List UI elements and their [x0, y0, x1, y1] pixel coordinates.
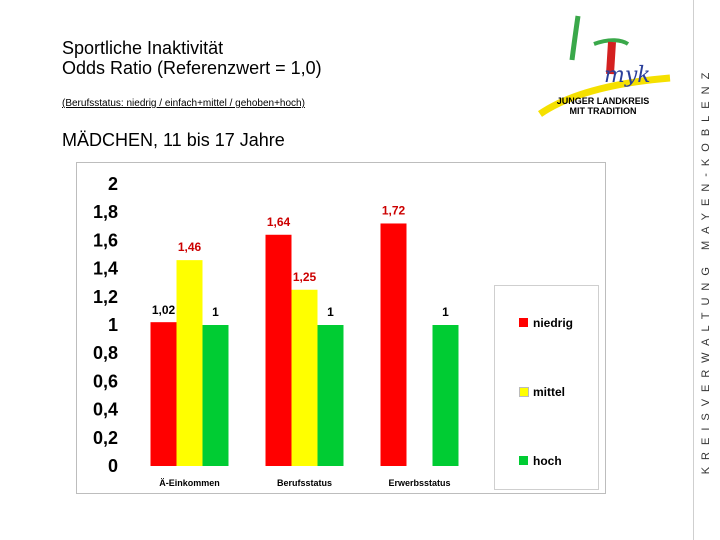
page-title: Sportliche Inaktivität Odds Ratio (Refer… [62, 38, 322, 78]
legend-label-mittel: mittel [533, 385, 566, 399]
x-category-label: Ä-Einkommen [159, 478, 220, 488]
bar-niedrig-1 [150, 322, 177, 466]
data-label-niedrig-1: 1,02 [152, 303, 176, 317]
legend-label-hoch: hoch [533, 454, 562, 468]
data-label-niedrig-3: 1,72 [382, 203, 406, 217]
bar-niedrig-2 [265, 234, 292, 466]
legend-swatch-niedrig [519, 318, 528, 327]
side-bar [693, 0, 720, 540]
logo-caption: JUNGER LANDKREIS MIT TRADITION [553, 96, 653, 116]
bar-hoch-3 [432, 325, 459, 466]
data-label-niedrig-2: 1,64 [267, 215, 291, 229]
logo-text: myk [604, 63, 651, 88]
data-label-hoch-1: 1 [212, 305, 219, 319]
y-tick-label: 0 [108, 456, 118, 476]
x-category-label: Berufsstatus [277, 478, 332, 488]
y-tick-label: 2 [108, 174, 118, 194]
legend: niedrig mittel hoch [494, 285, 599, 490]
bar-mittel-2 [291, 289, 318, 466]
title-line-1: Sportliche Inaktivität [62, 38, 224, 58]
title-line-2: Odds Ratio (Referenzwert = 1,0) [62, 58, 322, 78]
logo-graphic: myk [538, 15, 671, 117]
logo: myk [532, 10, 672, 122]
y-tick-label: 0,4 [93, 400, 118, 420]
y-tick-label: 1,2 [93, 287, 118, 307]
legend-swatch-mittel [519, 387, 529, 397]
bar-hoch-2 [317, 325, 344, 466]
y-tick-label: 0,2 [93, 428, 118, 448]
bar-mittel-1 [176, 260, 203, 466]
y-tick-label: 1 [108, 315, 118, 335]
bar-niedrig-3 [380, 223, 407, 466]
y-tick-label: 0,8 [93, 343, 118, 363]
logo-caption-line-2: MIT TRADITION [569, 106, 637, 116]
legend-label-niedrig: niedrig [533, 316, 574, 330]
data-label-mittel-1: 1,46 [178, 240, 202, 254]
y-tick-label: 1,8 [93, 202, 118, 222]
y-tick-label: 1,6 [93, 230, 118, 250]
logo-caption-line-1: JUNGER LANDKREIS [556, 96, 650, 106]
data-label-mittel-2: 1,25 [293, 270, 317, 284]
y-tick-label: 0,6 [93, 371, 118, 391]
subtitle: (Berufsstatus: niedrig / einfach+mittel … [62, 98, 305, 109]
data-label-hoch-3: 1 [442, 305, 449, 319]
section-heading: MÄDCHEN, 11 bis 17 Jahre [62, 130, 285, 150]
x-category-label: Erwerbsstatus [388, 478, 450, 488]
legend-swatch-hoch [519, 456, 528, 465]
bar-hoch-1 [202, 325, 229, 466]
y-tick-label: 1,4 [93, 259, 118, 279]
data-label-hoch-2: 1 [327, 305, 334, 319]
